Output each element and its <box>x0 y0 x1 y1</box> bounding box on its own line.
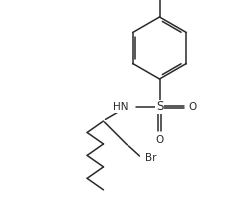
Text: S: S <box>156 100 163 114</box>
Text: HN: HN <box>113 102 129 112</box>
Text: O: O <box>188 102 196 112</box>
Text: Br: Br <box>145 153 156 163</box>
Text: O: O <box>155 135 164 145</box>
